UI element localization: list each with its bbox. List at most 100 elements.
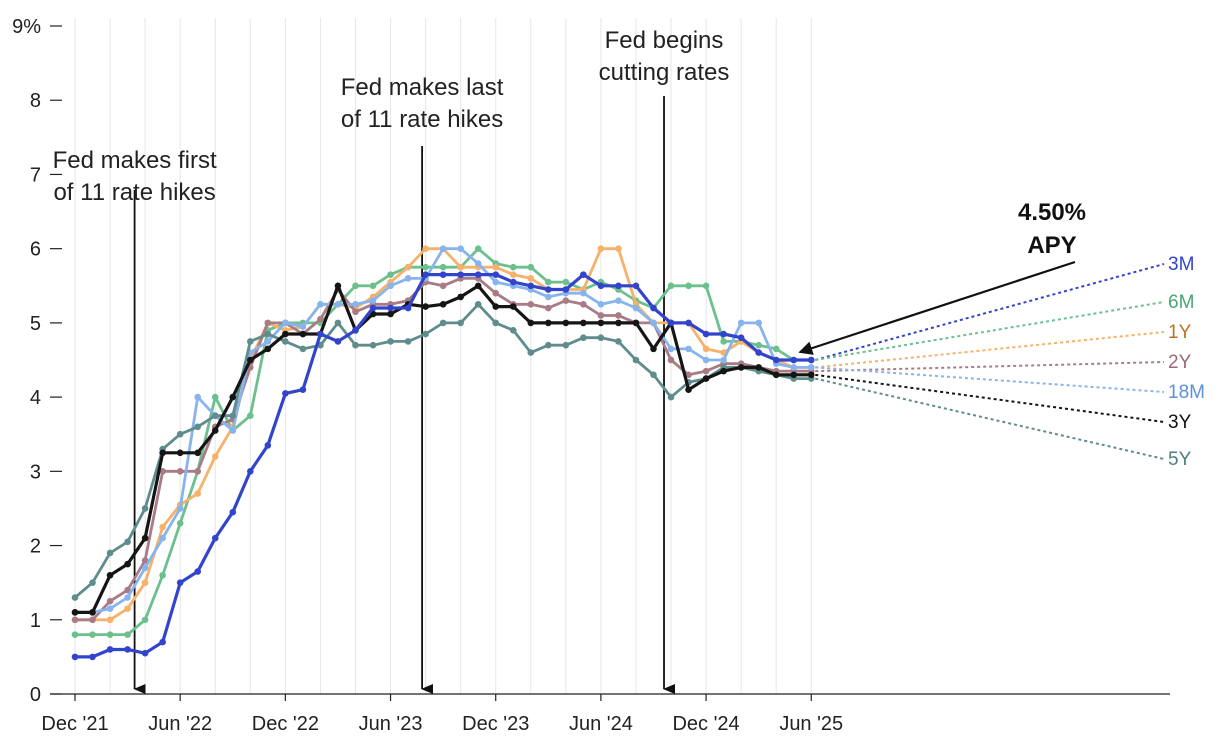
data-point-1Y (509, 271, 517, 278)
data-point-5Y (474, 301, 482, 308)
data-point-5Y (176, 430, 184, 438)
data-point-6M (439, 263, 447, 271)
y-tick-label: 8 (30, 90, 41, 112)
data-point-18M (176, 505, 184, 512)
data-point-18M (737, 319, 745, 327)
data-point-6M (509, 263, 517, 271)
data-point-6M (545, 278, 552, 286)
data-point-18M (141, 564, 149, 572)
data-point-18M (474, 260, 482, 267)
callout-label: APY (1027, 232, 1076, 259)
data-point-3Y (264, 345, 272, 353)
data-point-3Y (422, 303, 429, 310)
x-tick-label: Jun '22 (148, 713, 212, 735)
data-point-5Y (422, 330, 429, 338)
data-point-3M (755, 349, 762, 356)
y-tick-label: 1 (30, 610, 41, 632)
annotation-text-last-hike: Fed makes last (341, 74, 504, 101)
data-point-3Y (772, 371, 780, 379)
data-point-2Y (545, 304, 552, 312)
annotation-text-first-hike: Fed makes first (53, 147, 217, 174)
data-point-5Y (352, 341, 359, 349)
data-point-1Y (141, 579, 149, 586)
data-point-2Y (194, 468, 202, 475)
x-tick-label: Jun '23 (359, 713, 423, 735)
data-point-18M (650, 319, 657, 327)
data-point-5Y (264, 330, 272, 338)
y-tick-label: 7 (30, 164, 41, 186)
series-lines (71, 245, 815, 661)
data-point-3Y (790, 371, 798, 379)
data-point-3M (334, 338, 342, 345)
data-point-6M (667, 282, 675, 290)
data-point-3Y (650, 345, 657, 353)
annotation-text-first-hike: of 11 rate hikes (53, 179, 215, 206)
data-point-3M (737, 334, 745, 342)
x-tick-label: Jun '24 (569, 713, 633, 735)
data-point-3Y (71, 609, 79, 616)
annotation-text-cutting: Fed begins (605, 27, 724, 54)
data-point-18M (790, 364, 798, 371)
data-point-2Y (702, 367, 710, 375)
x-tick-label: Dec '24 (672, 713, 739, 735)
series-extension-1Y (815, 331, 1165, 369)
data-point-6M (422, 263, 429, 271)
data-point-3M (369, 304, 377, 312)
data-point-18M (334, 301, 342, 308)
data-point-18M (229, 427, 237, 434)
data-point-3Y (124, 560, 131, 568)
data-point-5Y (124, 538, 131, 546)
data-point-6M (247, 412, 254, 419)
data-point-6M (755, 341, 762, 349)
series-extension-3M (814, 263, 1165, 361)
axes: 0 1 2 3 4 5 6 7 8 9% Dec '21 Jun '22 Dec '22 Jun '23 D… (12, 16, 1170, 735)
data-point-3Y (387, 310, 394, 318)
data-point-6M (702, 282, 710, 290)
data-point-3Y (737, 364, 745, 371)
data-point-5Y (667, 393, 675, 401)
data-point-2Y (527, 301, 535, 308)
data-point-2Y (71, 616, 79, 624)
data-point-5Y (439, 319, 447, 327)
series-line-5Y (73, 302, 813, 599)
data-point-3Y (527, 319, 535, 327)
data-point-5Y (404, 338, 412, 345)
y-tick-label: 0 (30, 684, 41, 706)
data-point-5Y (615, 338, 622, 345)
data-point-3Y (211, 427, 219, 434)
data-point-3M (299, 386, 307, 393)
data-point-3Y (457, 293, 464, 301)
data-point-18M (457, 245, 464, 252)
data-point-5Y (387, 338, 394, 345)
data-point-3M (352, 327, 359, 334)
data-point-5Y (247, 338, 254, 345)
data-point-3M (404, 304, 412, 312)
data-point-6M (685, 282, 692, 290)
data-point-2Y (124, 586, 131, 594)
data-point-6M (71, 631, 79, 638)
x-tick-label: Dec '22 (252, 713, 319, 735)
data-point-2Y (615, 312, 622, 319)
data-point-3M (247, 468, 254, 475)
x-tick-label: Dec '21 (41, 713, 108, 735)
data-point-3M (457, 271, 464, 278)
data-point-3M (124, 646, 131, 653)
data-point-3Y (89, 609, 96, 616)
annotation-arrows (133, 96, 1076, 694)
data-point-3Y (632, 319, 640, 327)
data-point-3Y (685, 386, 692, 393)
data-point-1Y (457, 263, 464, 271)
data-point-2Y (106, 597, 114, 605)
data-point-3M (615, 282, 622, 290)
data-point-3M (439, 271, 447, 278)
data-point-1Y (492, 263, 500, 271)
data-point-5Y (527, 349, 535, 356)
data-point-6M (772, 345, 780, 353)
data-point-18M (615, 297, 622, 304)
data-point-3Y (545, 319, 552, 327)
gridlines (74, 18, 812, 694)
data-point-18M (597, 301, 605, 308)
y-tick-label: 5 (30, 313, 41, 335)
data-point-18M (632, 304, 640, 312)
